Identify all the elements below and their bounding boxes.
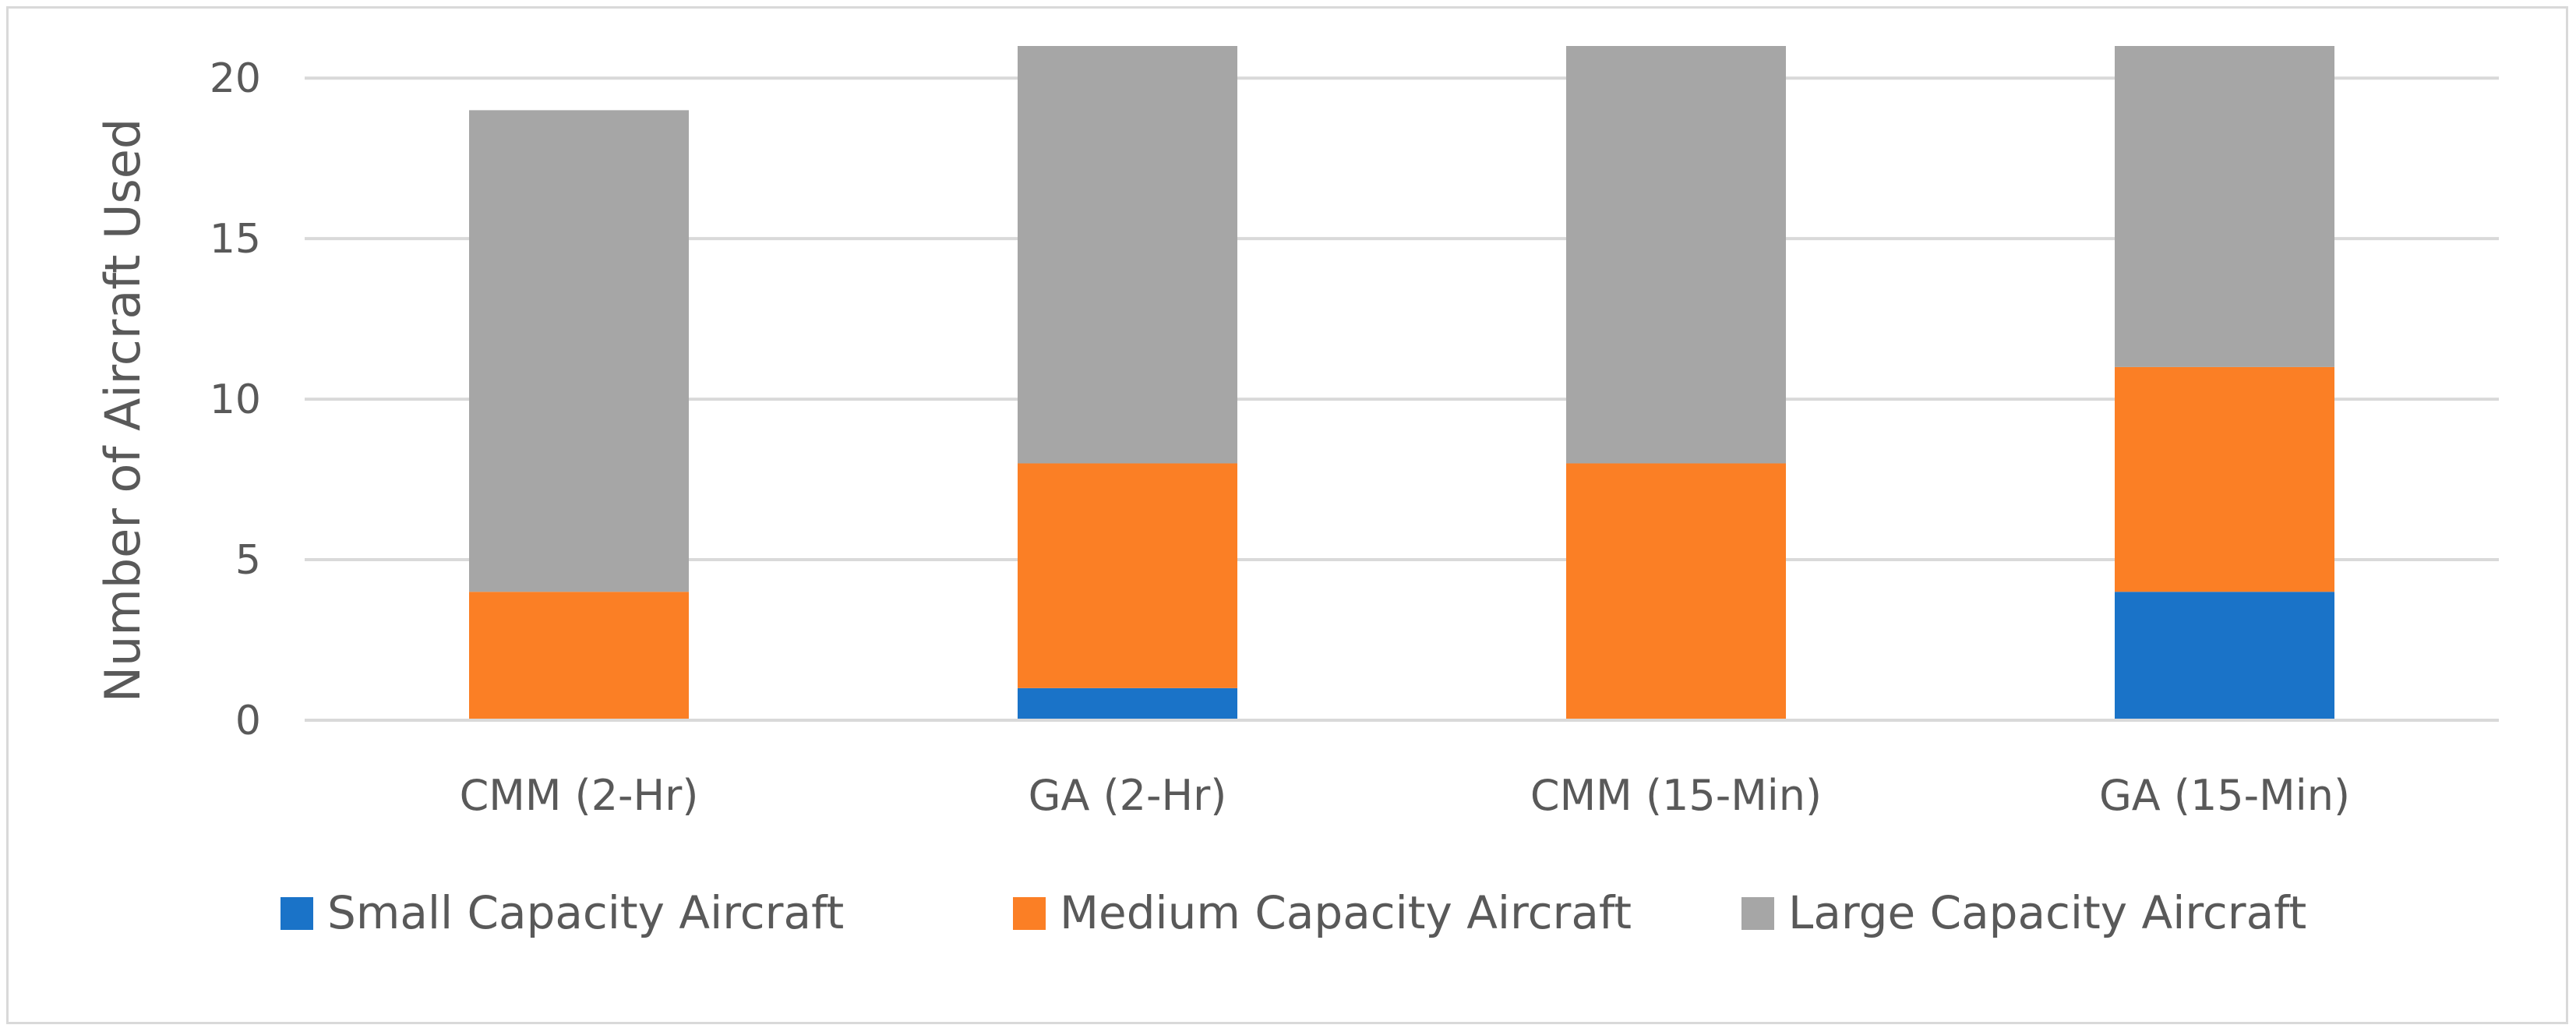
bar-segment [2115, 366, 2334, 592]
y-tick-label: 15 [210, 216, 261, 263]
y-tick-label: 5 [235, 537, 261, 584]
bars [469, 46, 2334, 720]
bar-segment [469, 110, 689, 592]
y-axis-title: Number of Aircraft Used [94, 118, 151, 703]
x-category-label: CMM (15-Min) [1530, 771, 1822, 820]
bar-segment [1566, 46, 1786, 464]
stacked-bar-chart: Number of Aircraft Used 0 5 10 15 20 CMM (2-H… [94, 46, 2499, 939]
bar-segment [2115, 46, 2334, 367]
chart-frame: Number of Aircraft Used 0 5 10 15 20 CMM (2-H… [6, 6, 2568, 1024]
legend-swatch [281, 897, 313, 930]
x-category-label: GA (15-Min) [2099, 771, 2350, 820]
bar-segment [1566, 463, 1786, 720]
legend: Small Capacity Aircraft Medium Capacity A… [281, 886, 2306, 939]
bar-segment [1018, 463, 1237, 688]
legend-label: Small Capacity Aircraft [327, 886, 844, 939]
bar-segment [2115, 592, 2334, 720]
bar-segment [1018, 687, 1237, 720]
legend-swatch [1013, 897, 1046, 930]
x-category-label: GA (2-Hr) [1029, 771, 1227, 820]
legend-label: Medium Capacity Aircraft [1060, 886, 1632, 939]
x-category-label: CMM (2-Hr) [460, 771, 699, 820]
legend-swatch [1741, 897, 1774, 930]
legend-label: Large Capacity Aircraft [1788, 886, 2306, 939]
y-tick-label: 10 [210, 376, 261, 423]
y-tick-label: 0 [235, 698, 261, 744]
bar-segment [469, 592, 689, 720]
y-tick-label: 20 [210, 55, 261, 102]
bar-segment [1018, 46, 1237, 464]
axes: Number of Aircraft Used 0 5 10 15 20 CMM (2-H… [94, 55, 2499, 820]
